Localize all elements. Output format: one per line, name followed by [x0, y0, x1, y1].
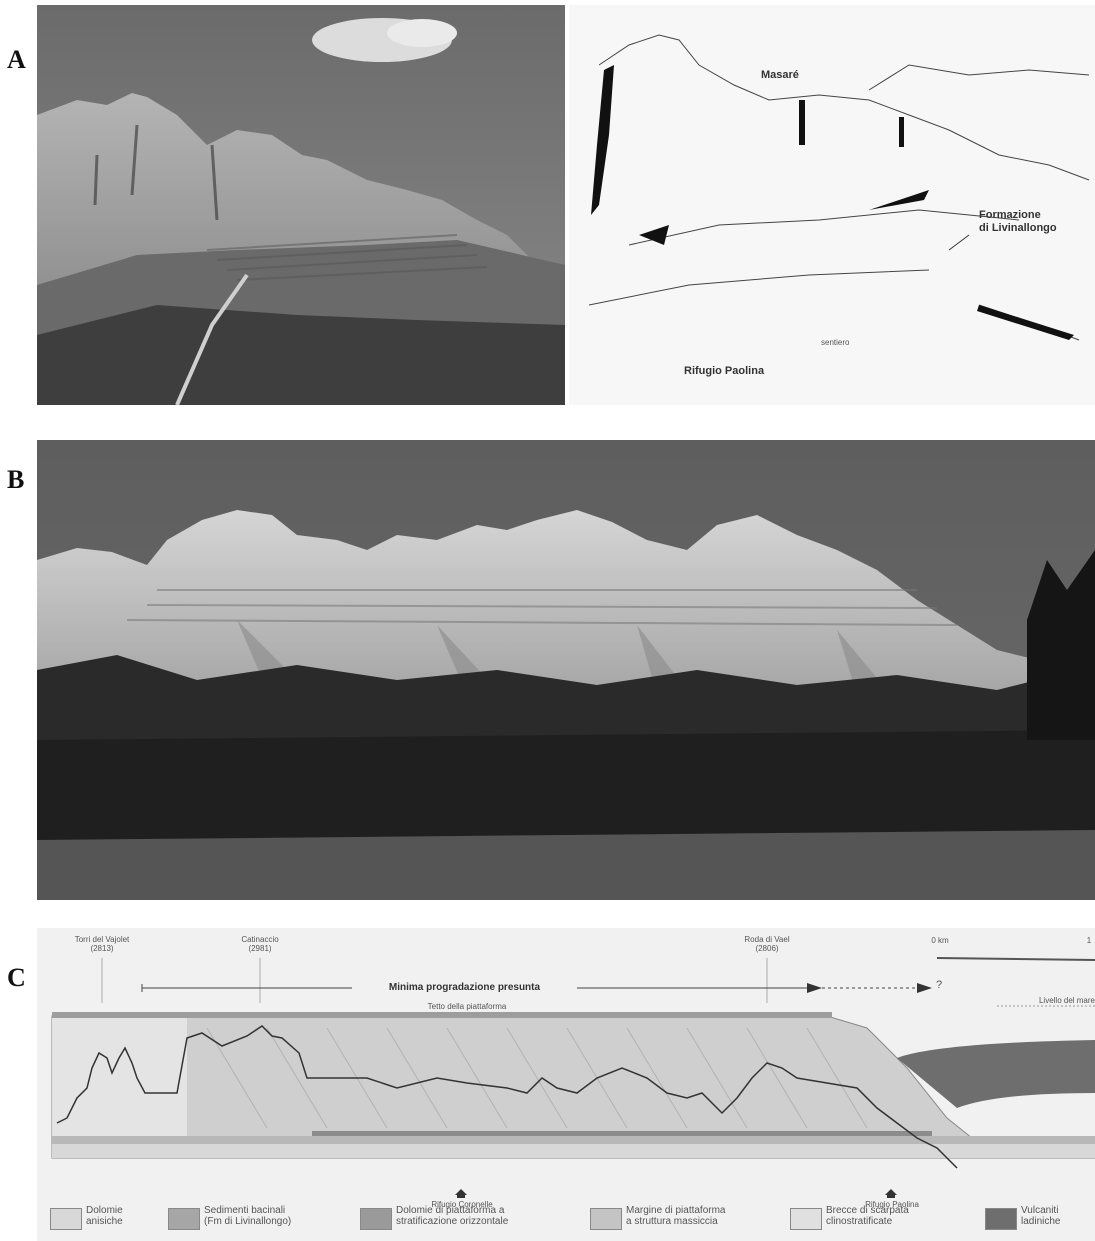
label-rifugio-coronelle: Rifugio Coronelle — [431, 1200, 493, 1209]
peak-label-roda-di-vael: Roda di Vael (2806) — [744, 935, 790, 953]
panel-a-sketch: Masaré Formazione di Livinallongo sentie… — [569, 5, 1095, 405]
legend-swatch — [50, 1208, 82, 1230]
label-masare: Masaré — [761, 69, 799, 81]
panel-letter-b: B — [7, 465, 25, 494]
cross-section-graphic — [51, 957, 1095, 1198]
legend-item-sedimenti-bacinali: Sedimenti bacinali (Fm di Livinallongo) — [168, 1205, 358, 1237]
legend-label: Sedimenti bacinali (Fm di Livinallongo) — [204, 1205, 292, 1227]
legend-label: Vulcaniti ladiniche — [1021, 1205, 1061, 1227]
legend-swatch — [790, 1208, 822, 1230]
legend-item-vulcaniti-ladiniche: Vulcaniti ladiniche — [985, 1205, 1095, 1237]
mountain-panorama-b — [37, 440, 1095, 900]
legend-label: Dolomie anisiche — [86, 1205, 123, 1227]
panel-letter-a: A — [7, 45, 26, 74]
label-livello-del-mare: Livello del mare — [1038, 996, 1095, 1005]
peak-label-torri-del-vajolet: Torri del Vajolet (2813) — [74, 935, 130, 953]
mountain-photo-a — [37, 5, 565, 405]
legend-item-brecce-scarpata: Brecce di scarpata clinostratificate — [790, 1205, 980, 1237]
legend-swatch — [590, 1208, 622, 1230]
label-rifugio-paolina-section: Rifugio Paolina — [865, 1200, 919, 1209]
panel-letter-c: C — [7, 963, 26, 992]
arrow-label-minima-progradazione: Minima progradazione presunta — [357, 983, 572, 993]
legend-item-dolomie-anisiche: Dolomie anisiche — [50, 1205, 165, 1237]
panel-c-cross-section: Torri del Vajolet (2813) Catinaccio (2981)… — [37, 928, 1095, 1241]
legend-item-dolomie-piattaforma: Dolomie di piattaforma a stratificazione… — [360, 1205, 580, 1237]
legend-label: Margine di piattaforma a struttura massi… — [626, 1205, 726, 1227]
label-formazione-livinallongo: Formazione di Livinallongo — [979, 209, 1057, 234]
scale-start-label: 0 km — [931, 936, 949, 945]
scale-end-label: 1 — [1086, 936, 1092, 945]
panel-a-photo — [37, 5, 565, 405]
legend-item-margine-piattaforma: Margine di piattaforma a struttura massi… — [590, 1205, 790, 1237]
peak-label-catinaccio: Catinaccio (2981) — [241, 935, 279, 953]
legend-swatch — [168, 1208, 200, 1230]
legend-label: Dolomie di piattaforma a stratificazione… — [396, 1205, 509, 1227]
legend-label: Brecce di scarpata clinostratificate — [826, 1205, 909, 1227]
geologic-sketch — [588, 34, 1090, 341]
label-sentiero: sentiero — [821, 338, 850, 347]
label-tetto-piattaforma: Tetto della piattaforma — [427, 1002, 507, 1011]
arrow-question-mark: ? — [935, 979, 943, 991]
panel-b-photo — [37, 440, 1095, 900]
label-rifugio-paolina: Rifugio Paolina — [684, 365, 765, 377]
legend-swatch — [985, 1208, 1017, 1230]
legend-swatch — [360, 1208, 392, 1230]
